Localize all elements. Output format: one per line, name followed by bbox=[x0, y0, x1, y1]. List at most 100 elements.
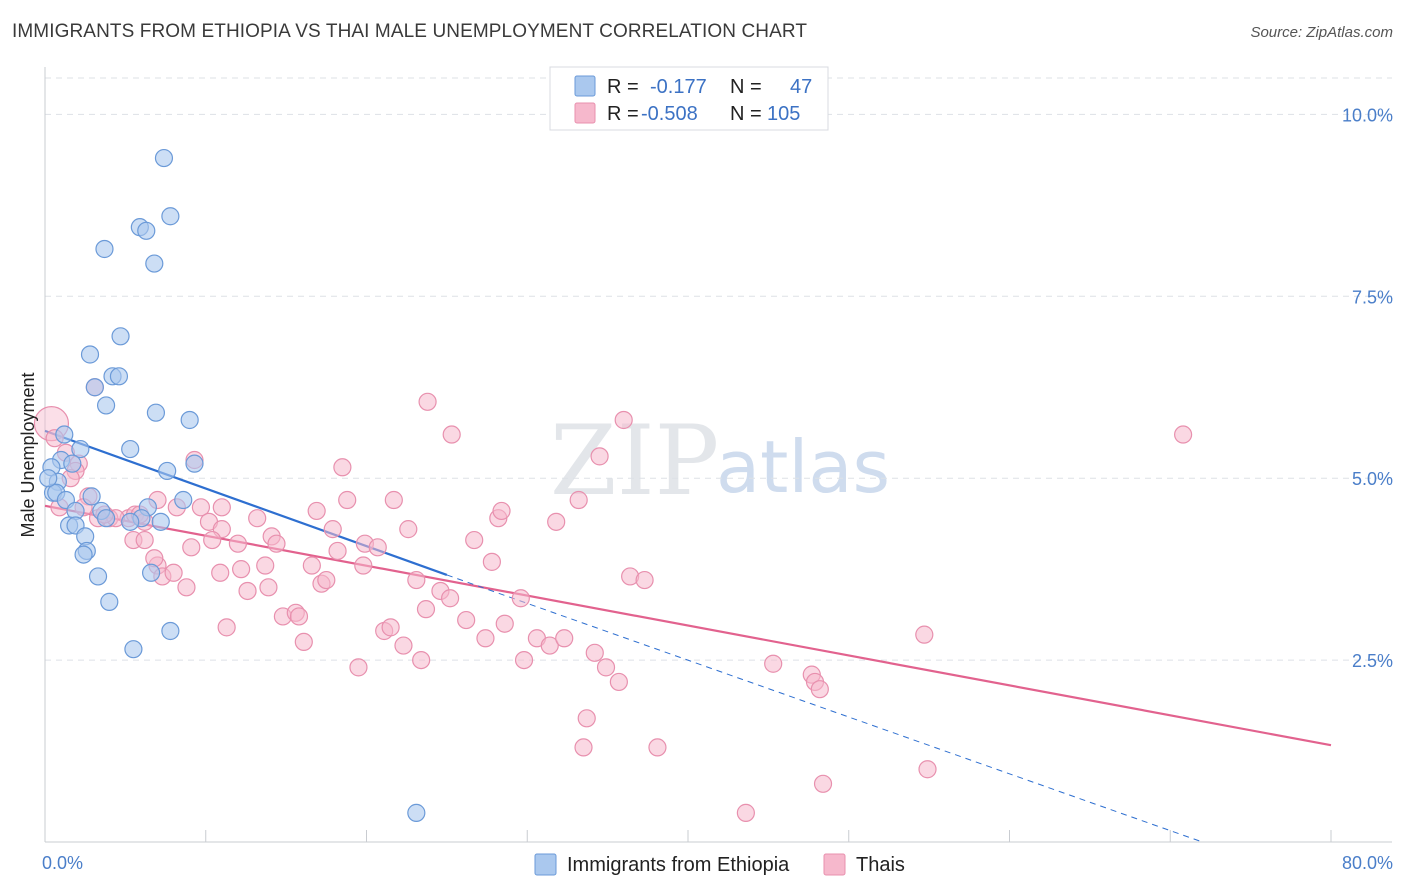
thais-point bbox=[764, 654, 783, 673]
legend-r-label-1: R = bbox=[607, 76, 639, 98]
thais-point bbox=[614, 410, 633, 430]
bottom-legend-swatch-thais bbox=[823, 853, 846, 876]
thais-point bbox=[813, 774, 833, 793]
thais-point bbox=[338, 490, 357, 510]
thais-point bbox=[317, 570, 336, 590]
thais-point bbox=[648, 738, 667, 757]
watermark-atlas: atlas bbox=[716, 425, 890, 509]
thais-point bbox=[736, 803, 755, 822]
thais-point bbox=[609, 672, 628, 692]
thais-point bbox=[289, 607, 309, 626]
y-axis-label: Male Unemployment bbox=[18, 372, 38, 537]
thais-point bbox=[164, 563, 183, 582]
thais-point bbox=[256, 556, 275, 575]
legend-n-value-2: 105 bbox=[767, 103, 800, 125]
thais-point bbox=[511, 589, 530, 608]
bottom-legend-swatch-ethiopia bbox=[534, 853, 557, 876]
legend-n-label-1: N = bbox=[730, 76, 762, 98]
thais-point bbox=[182, 538, 201, 557]
thais-point bbox=[465, 530, 484, 550]
series-ethiopia-points bbox=[39, 148, 426, 822]
legend-n-value-1: 47 bbox=[790, 76, 812, 98]
ethiopia-point bbox=[63, 454, 82, 473]
thais-point bbox=[569, 490, 588, 510]
thais-point bbox=[412, 650, 431, 670]
thais-point bbox=[590, 447, 609, 466]
ethiopia-point bbox=[111, 327, 130, 346]
thais-point bbox=[577, 709, 596, 728]
thais-point bbox=[574, 738, 593, 757]
legend-r-value-1: -0.177 bbox=[650, 76, 707, 98]
legend-swatch-blue bbox=[574, 75, 596, 97]
thais-point bbox=[418, 392, 437, 411]
trend-line-thais bbox=[44, 504, 1332, 747]
thais-point bbox=[354, 556, 373, 575]
axes bbox=[44, 67, 1392, 843]
legend-r-value-2: -0.508 bbox=[641, 103, 698, 125]
legend-box bbox=[549, 66, 829, 131]
thais-point bbox=[457, 610, 476, 630]
ethiopia-point bbox=[121, 439, 140, 459]
thais-point bbox=[333, 458, 352, 477]
ethiopia-point bbox=[96, 396, 116, 415]
thais-point bbox=[349, 658, 368, 677]
trend-line-ethiopia-extension bbox=[446, 574, 1203, 843]
ethiopia-point bbox=[71, 439, 90, 459]
correlation-legend: R = -0.177 N = 47 R = -0.508 N = 105 bbox=[549, 66, 829, 131]
y-tick-label-0: 2.5% bbox=[1352, 651, 1393, 671]
ethiopia-point bbox=[407, 803, 426, 822]
bottom-legend-label-thais: Thais bbox=[856, 854, 905, 876]
ethiopia-point bbox=[121, 512, 140, 531]
thais-point bbox=[442, 425, 461, 444]
thais-point bbox=[399, 520, 418, 539]
ethiopia-point bbox=[109, 367, 129, 386]
thais-point bbox=[191, 498, 211, 517]
ethiopia-point bbox=[55, 425, 74, 444]
thais-point bbox=[482, 552, 501, 571]
ethiopia-point bbox=[154, 148, 174, 168]
ethiopia-point bbox=[158, 461, 177, 481]
thais-point bbox=[203, 530, 222, 550]
thais-point bbox=[328, 541, 347, 561]
ethiopia-point bbox=[85, 378, 104, 397]
thais-point bbox=[323, 520, 342, 539]
thais-point bbox=[217, 618, 236, 637]
thais-point bbox=[915, 625, 934, 644]
thais-point bbox=[394, 636, 413, 655]
thais-point bbox=[596, 658, 616, 677]
thais-point bbox=[232, 560, 251, 579]
thais-point bbox=[547, 512, 566, 531]
thais-point bbox=[212, 498, 231, 517]
thais-point bbox=[476, 629, 495, 648]
legend-swatch-pink bbox=[574, 102, 596, 124]
thais-point bbox=[416, 600, 436, 619]
ethiopia-point bbox=[185, 454, 204, 473]
thais-point bbox=[492, 501, 511, 521]
ethiopia-point bbox=[88, 567, 108, 586]
thais-point bbox=[211, 563, 230, 582]
thais-point bbox=[238, 581, 257, 601]
x-tick-label-max: 80.0% bbox=[1342, 853, 1393, 873]
ethiopia-point bbox=[146, 403, 166, 422]
thais-point bbox=[267, 534, 286, 553]
source-note: Source: ZipAtlas.com bbox=[1250, 24, 1393, 41]
thais-point bbox=[810, 680, 829, 699]
y-tick-label-2: 7.5% bbox=[1352, 287, 1393, 307]
ethiopia-point bbox=[74, 545, 93, 564]
ethiopia-point bbox=[180, 410, 199, 430]
thais-point bbox=[228, 534, 247, 553]
thais-point bbox=[259, 578, 278, 597]
thais-point bbox=[302, 556, 321, 575]
ethiopia-point bbox=[161, 621, 180, 641]
ethiopia-point bbox=[145, 254, 164, 273]
tick-labels: 2.5% 5.0% 7.5% 10.0% 0.0% 80.0% bbox=[42, 105, 1393, 873]
thais-point bbox=[918, 760, 937, 779]
ethiopia-point bbox=[151, 512, 170, 531]
thais-point bbox=[135, 530, 154, 550]
thais-point bbox=[585, 643, 604, 662]
ethiopia-point bbox=[174, 490, 193, 510]
y-tick-label-3: 10.0% bbox=[1342, 105, 1393, 125]
chart-title: IMMIGRANTS FROM ETHIOPIA VS THAI MALE UN… bbox=[12, 21, 808, 42]
thais-point bbox=[307, 501, 326, 521]
